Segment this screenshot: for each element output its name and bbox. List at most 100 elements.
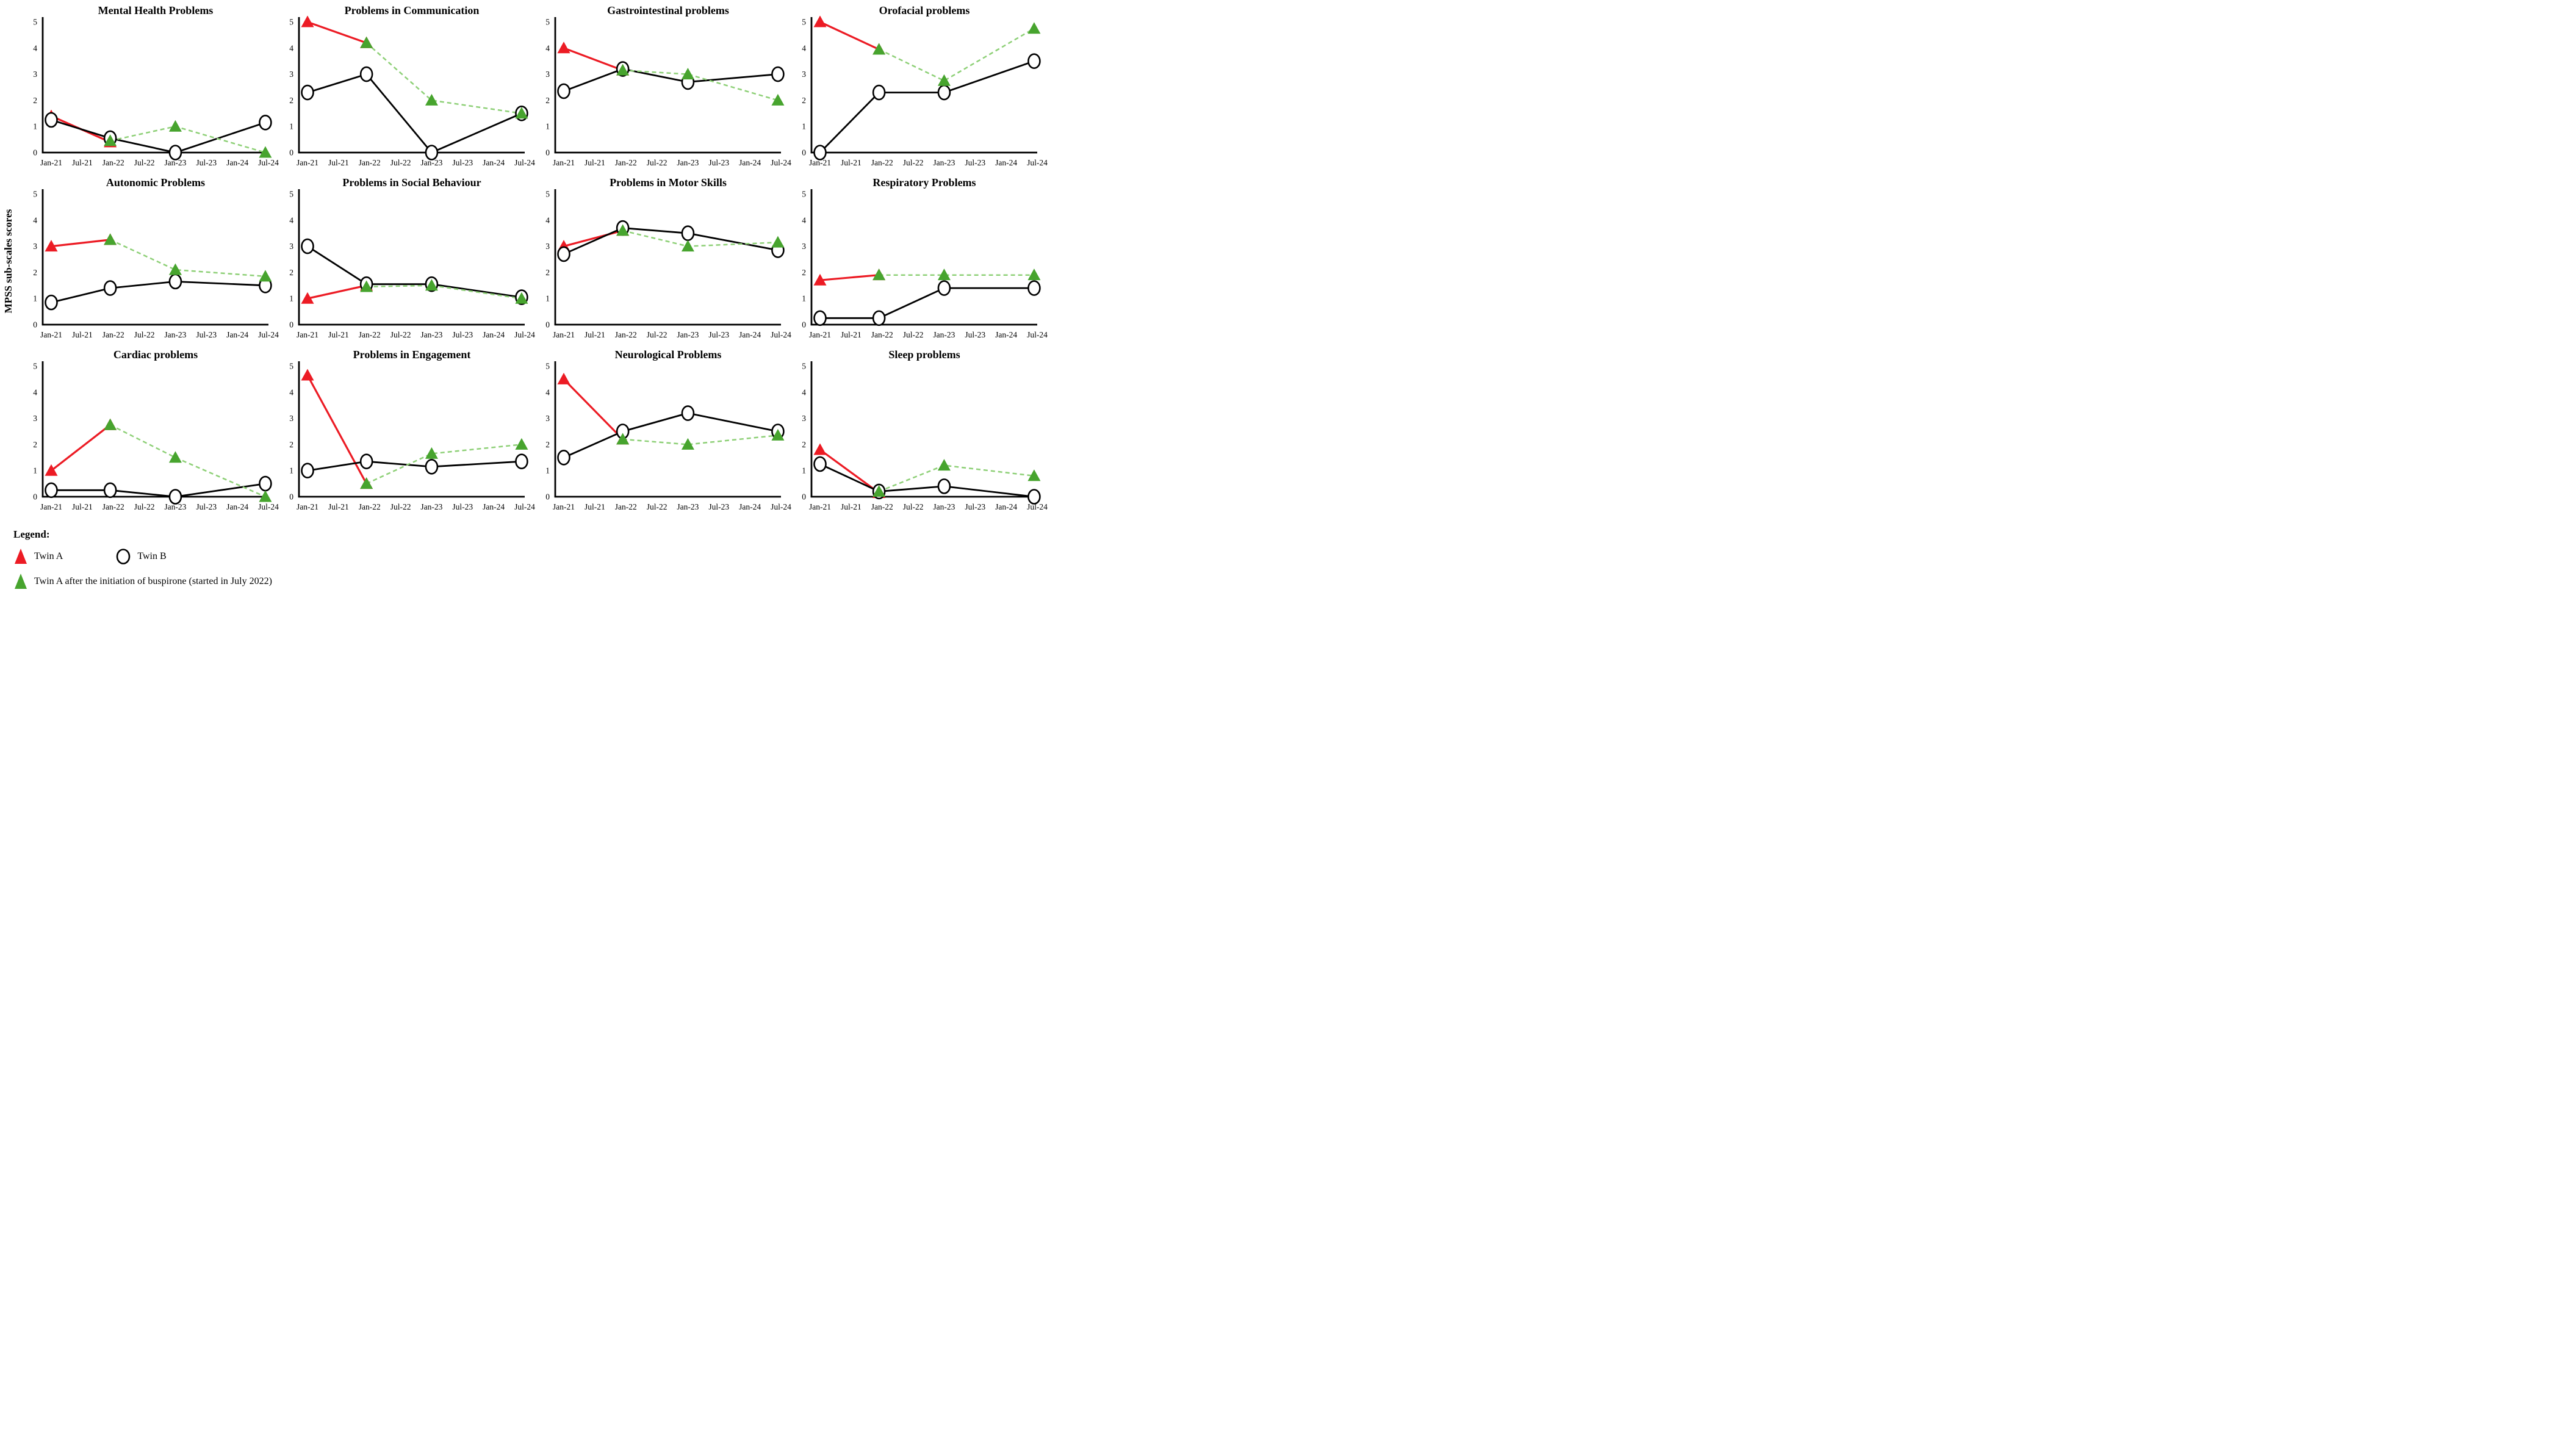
twin-a-line [819,274,879,281]
x-tick-label: Jan-23 [164,158,186,167]
x-tick-label: Jul-22 [134,330,155,339]
x-tick-label: Jul-23 [452,330,473,339]
y-tick-label: 1 [33,294,37,303]
twin-b-line [563,227,779,255]
x-tick-label: Jan-24 [483,330,505,339]
x-tick-label: Jul-22 [647,158,667,167]
x-tick-label: Jan-21 [553,502,575,511]
mpss-figure: MPSS sub-scales scores Mental Health Pro… [0,0,1048,603]
x-tick-label: Jul-24 [1027,502,1048,511]
x-tick-label: Jan-22 [871,502,893,511]
circle-marker [103,482,117,499]
chart-svg: Problems in Social Behaviour 0 1 2 3 4 5 Jan-21… [289,176,535,339]
buspirone-line [622,434,779,445]
y-tick-label: 5 [802,362,806,371]
x-tick-label: Jan-22 [103,158,124,167]
y-tick-label: 3 [289,414,293,423]
triangle-marker [168,451,182,463]
triangle-marker [937,268,951,281]
x-tick-label: Jan-24 [739,158,761,167]
circle-marker [557,83,570,99]
twin-a-line [51,239,110,248]
legend: Legend: Twin A Twin B Twin A after the [13,528,1043,589]
x-tick-label: Jul-23 [196,330,217,339]
y-tick-label: 4 [289,43,293,52]
chart-svg: Gastrointestinal problems 0 1 2 3 4 5 Jan-21 Jul… [545,4,791,167]
triangle-marker [515,107,528,119]
y-tick-label: 0 [545,148,550,157]
x-tick-label: Jul-23 [708,330,729,339]
y-tick-label: 2 [289,440,293,449]
twin-b-line [819,463,1035,498]
chart-title: Autonomic Problems [106,176,205,189]
triangle-marker [301,15,314,27]
x-tick-label: Jan-23 [164,502,186,511]
circle-marker [681,405,695,421]
y-tick-label: 0 [33,320,37,330]
circle-marker [168,145,182,160]
chart-title: Problems in Social Behaviour [342,176,481,189]
triangle-marker [872,268,886,281]
buspirone-line [110,424,266,498]
buspirone-line [622,229,778,247]
x-tick-label: Jul-21 [841,158,862,167]
x-tick-label: Jul-24 [258,330,279,339]
x-tick-label: Jan-21 [40,330,62,339]
chart-cell: Problems in Social Behaviour 0 1 2 3 4 5 Jan-21… [275,176,535,348]
triangle-marker [1027,268,1041,281]
chart-cell: Problems in Motor Skills 0 1 2 3 4 5 Jan-21 Jul-… [531,176,791,348]
y-tick-label: 5 [545,190,550,199]
buspirone-marker-icon [15,574,27,589]
x-tick-label: Jul-21 [328,330,349,339]
x-tick-label: Jul-24 [514,502,535,511]
chart-svg: Autonomic Problems 0 1 2 3 4 5 Jan-21 Jul-21 Jan-… [33,176,279,339]
x-tick-label: Jul-21 [585,330,605,339]
legend-row-2: Twin A after the initiation of buspirone… [13,573,1043,589]
chart-title: Cardiac problems [113,348,198,361]
y-tick-label: 4 [802,215,806,225]
y-tick-label: 4 [289,387,293,397]
y-tick-label: 3 [545,414,550,423]
chart-svg: Sleep problems 0 1 2 3 4 5 Jan-21 Jul-21 Jan-22 Ju… [802,348,1048,511]
triangle-marker [45,240,58,252]
x-tick-label: Jan-21 [809,330,831,339]
x-tick-label: Jul-24 [1027,330,1048,339]
x-tick-label: Jul-23 [452,158,473,167]
y-tick-label: 5 [545,18,550,27]
triangle-marker [557,372,570,384]
x-tick-label: Jul-24 [771,502,791,511]
triangle-marker [360,477,373,489]
triangle-marker [681,68,694,80]
y-tick-label: 1 [289,294,293,303]
y-tick-label: 4 [289,215,293,225]
triangle-marker [301,292,314,304]
chart-cell: Mental Health Problems 0 1 2 3 4 5 Jan-21 Jul-21… [18,4,279,176]
y-tick-label: 3 [802,242,806,251]
x-tick-label: Jan-21 [553,158,575,167]
chart-title: Orofacial problems [879,4,970,16]
y-tick-label: 0 [33,492,37,502]
buspirone-line [879,27,1035,82]
circle-marker [937,478,951,494]
chart-title: Sleep problems [888,348,960,361]
twin-a-line [819,21,880,51]
triangle-marker [425,279,438,291]
twin-a-line [307,21,367,44]
circle-marker [771,66,785,82]
y-tick-label: 5 [33,18,37,27]
y-axis-label: MPSS sub-scales scores [2,209,14,314]
triangle-marker [301,369,314,381]
triangle-marker [168,263,182,275]
y-tick-label: 5 [289,18,293,27]
twin-a-line [51,424,111,472]
triangle-marker [681,438,694,450]
triangle-marker [1027,22,1041,34]
x-tick-label: Jan-21 [297,502,318,511]
y-tick-label: 1 [33,466,37,475]
x-tick-label: Jul-21 [841,502,862,511]
x-tick-label: Jan-24 [226,158,248,167]
x-tick-label: Jan-21 [553,330,575,339]
circle-marker [681,225,695,241]
y-tick-label: 2 [802,96,806,105]
circle-marker [557,450,570,466]
